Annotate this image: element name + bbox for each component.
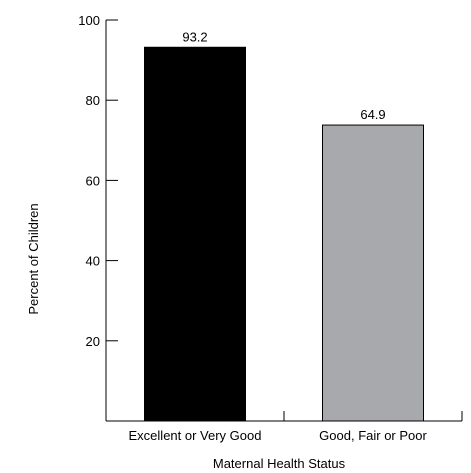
bar: [322, 124, 424, 422]
y-tick-label: 20: [86, 334, 100, 349]
bar-data-label: 64.9: [360, 107, 385, 122]
y-tick-label: 100: [78, 13, 100, 28]
x-category-label: Good, Fair or Poor: [319, 428, 427, 443]
y-tick-label: 40: [86, 254, 100, 269]
y-tick-label: 60: [86, 173, 100, 188]
bars: 93.2 64.9: [144, 29, 424, 422]
bar-data-label: 93.2: [182, 29, 207, 44]
x-axis-title: Maternal Health Status: [213, 456, 346, 471]
x-category-label: Excellent or Very Good: [129, 428, 262, 443]
bar: [144, 46, 246, 422]
y-axis-title: Percent of Children: [26, 203, 41, 314]
y-axis: 20 40 60 80 100: [78, 13, 118, 421]
x-axis: Excellent or Very Good Good, Fair or Poor: [105, 411, 463, 443]
y-tick-label: 80: [86, 93, 100, 108]
